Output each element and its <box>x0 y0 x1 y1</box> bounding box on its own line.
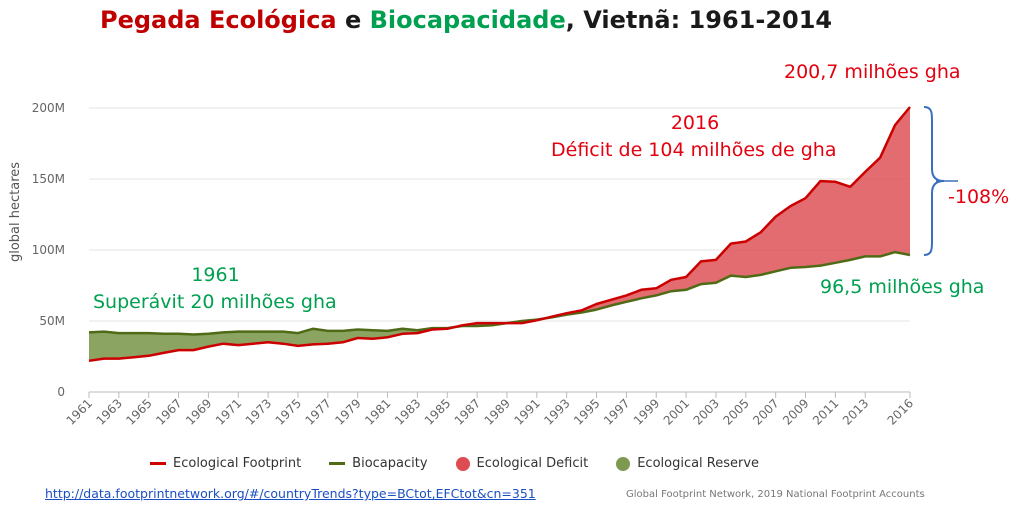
y-tick-label: 200M <box>32 101 65 115</box>
x-tick-label: 1977 <box>302 396 333 427</box>
y-axis-label: global hectares <box>8 162 23 262</box>
x-tick-label: 1969 <box>183 396 214 427</box>
annotation-biocapacity-2016: 96,5 milhões gha <box>820 276 985 298</box>
ecological-reserve-area <box>89 327 455 361</box>
x-tick-label: 1971 <box>213 396 244 427</box>
annotation-deficit-text: Déficit de 104 milhões de gha <box>551 139 837 161</box>
annotation-reserve-year: 1961 <box>191 264 240 286</box>
x-tick-label: 1997 <box>601 396 632 427</box>
y-tick-label: 100M <box>32 243 65 257</box>
x-tick-label: 1991 <box>511 396 542 427</box>
credits-text: Global Footprint Network, 2019 National … <box>626 489 925 500</box>
x-tick-label: 1973 <box>243 396 274 427</box>
x-tick-label: 1975 <box>273 396 304 427</box>
y-tick-label: 50M <box>39 314 65 328</box>
x-tick-label: 2001 <box>661 396 692 427</box>
source-link[interactable]: http://data.footprintnetwork.org/#/count… <box>45 486 536 501</box>
ecological-footprint-line[interactable] <box>88 106 911 363</box>
x-tick-label: 2009 <box>780 396 811 427</box>
title-country-years: , Vietnã: 1961-2014 <box>565 6 833 34</box>
x-tick-label: 2011 <box>810 396 841 427</box>
legend-item-footprint[interactable]: Ecological Footprint <box>150 456 301 471</box>
chart-title: Pegada Ecológica e Biocapacidade, Vietnã… <box>100 6 832 34</box>
legend-dot-reserve <box>616 456 631 471</box>
x-tick-label: 1995 <box>571 396 602 427</box>
legend-item-deficit[interactable]: Ecological Deficit <box>455 456 589 471</box>
legend-label-deficit: Ecological Deficit <box>476 456 589 471</box>
x-tick-label: 2003 <box>691 396 722 427</box>
chart-legend: Ecological Footprint Biocapacity Ecologi… <box>150 456 787 471</box>
annotation-footprint-2016: 200,7 milhões gha <box>784 61 961 83</box>
x-tick-label: 1965 <box>123 396 154 427</box>
legend-label-footprint: Ecological Footprint <box>173 456 302 471</box>
title-connector: e <box>336 6 370 34</box>
annotation-deficit-year: 2016 <box>670 112 720 134</box>
legend-line-biocapacity <box>329 462 346 465</box>
x-tick-label: 1993 <box>541 396 572 427</box>
x-tick-label: 2013 <box>840 396 871 427</box>
title-footprint: Pegada Ecológica <box>100 6 337 34</box>
x-tick-label: 1999 <box>631 396 662 427</box>
x-tick-label: 2016 <box>885 396 916 427</box>
legend-dot-deficit <box>455 456 470 471</box>
x-tick-label: 1961 <box>64 396 95 427</box>
y-tick-label: 0 <box>57 385 65 399</box>
legend-label-biocapacity: Biocapacity <box>352 456 428 471</box>
legend-item-biocapacity[interactable]: Biocapacity <box>329 456 428 471</box>
x-tick-label: 1989 <box>482 396 513 427</box>
x-tick-label: 2007 <box>750 396 781 427</box>
y-tick-label: 150M <box>32 172 65 186</box>
x-tick-label: 1981 <box>362 396 393 427</box>
legend-line-footprint <box>150 462 166 465</box>
x-tick-label: 1983 <box>392 396 423 427</box>
legend-label-reserve: Ecological Reserve <box>637 456 760 471</box>
x-tick-label: 1987 <box>452 396 483 427</box>
x-tick-label: 1985 <box>422 396 453 427</box>
title-biocapacity: Biocapacidade <box>369 6 566 34</box>
x-tick-label: 1963 <box>93 396 124 427</box>
legend-item-reserve[interactable]: Ecological Reserve <box>616 456 759 471</box>
x-tick-label: 2005 <box>720 396 751 427</box>
annotation-percent-change: -108% <box>948 186 1010 208</box>
x-tick-label: 1979 <box>332 396 363 427</box>
x-tick-label: 1967 <box>153 396 184 427</box>
annotation-reserve-text: Superávit 20 milhões gha <box>93 291 337 313</box>
